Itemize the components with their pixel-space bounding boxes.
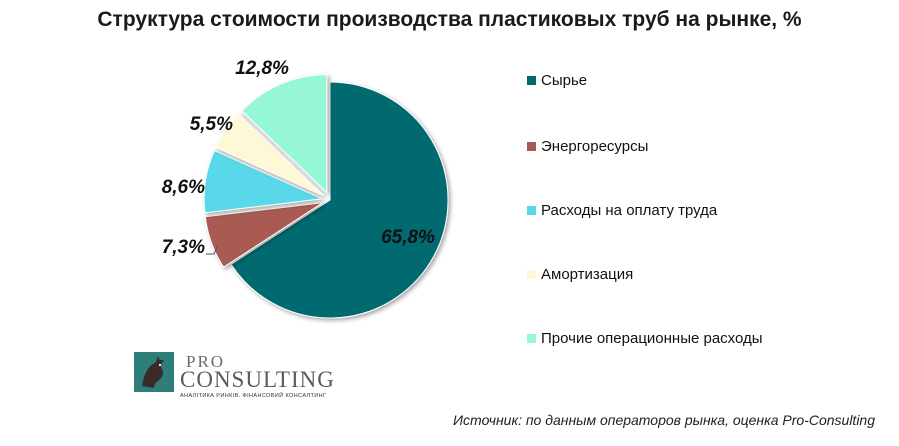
logo-mark-icon: [134, 352, 174, 392]
data-label-3: 8,6%: [162, 177, 205, 198]
data-label-4: 5,5%: [190, 114, 233, 135]
pro-consulting-logo: PRO CONSULTING АНАЛІТИКА РИНКІВ. ФІНАНСО…: [134, 352, 344, 399]
legend-item-3: Расходы на оплату труда: [527, 202, 717, 219]
legend-swatch-5: [527, 334, 536, 343]
logo-consulting-text: CONSULTING: [180, 367, 335, 392]
legend-item-2: Энергоресурсы: [527, 138, 648, 155]
pie-slice-4: [215, 112, 324, 196]
legend-label-3: Расходы на оплату труда: [541, 202, 718, 219]
legend-label-5: Прочие операционные расходы: [541, 330, 763, 347]
legend-swatch-2: [527, 142, 536, 151]
logo-tagline: АНАЛІТИКА РИНКІВ. ФІНАНСОВИЙ КОНСАЛТИНГ: [180, 393, 327, 399]
legend-label-4: Амортизация: [541, 266, 634, 283]
legend-item-5: Прочие операционные расходы: [527, 330, 763, 347]
data-label-2: 7,3%: [162, 237, 205, 258]
legend-label-2: Энергоресурсы: [541, 138, 649, 155]
legend-item-4: Амортизация: [527, 266, 633, 283]
legend-item-1: Сырье: [527, 72, 587, 89]
legend-swatch-4: [527, 270, 536, 279]
legend-label-1: Сырье: [541, 72, 588, 89]
pie-slice-5: [241, 74, 328, 194]
pie-data-labels: 65,8% 7,3% 8,6% 5,5% 12,8%: [162, 58, 435, 258]
source-note: Источник: по данным операторов рынка, оц…: [453, 412, 875, 428]
logo-pro-text: PRO: [186, 352, 226, 371]
data-label-5: 12,8%: [235, 58, 289, 79]
data-label-1: 65,8%: [381, 227, 435, 248]
pie-slice-1: [230, 81, 449, 319]
pie-slice-3: [203, 149, 324, 214]
legend-swatch-3: [527, 206, 536, 215]
chart-title: Структура стоимости производства пластик…: [97, 8, 802, 31]
pie-slices: [203, 74, 449, 319]
chart-legend: Сырье Энергоресурсы Расходы на оплату труд…: [527, 0, 887, 446]
legend-swatch-1: [527, 76, 536, 85]
leader-line: [206, 244, 219, 255]
pie-slice-2: [204, 202, 323, 268]
